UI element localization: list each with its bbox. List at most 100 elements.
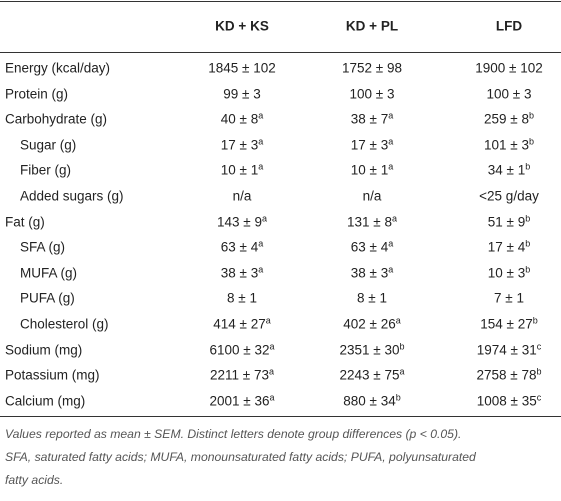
cell-value: 38 ± 3	[220, 265, 259, 281]
cell-value: 880 ± 34	[343, 393, 396, 409]
superscript: a	[388, 161, 394, 172]
row-label: Sodium (mg)	[5, 342, 83, 358]
superscript: a	[395, 315, 401, 326]
cell: 402 ± 26a	[343, 315, 401, 332]
cell: 17 ± 4b	[487, 238, 531, 255]
cell: 101 ± 3b	[484, 136, 534, 153]
cell: <25 g/day	[479, 188, 539, 204]
cell-value: 38 ± 7	[350, 111, 389, 127]
superscript: c	[536, 392, 542, 403]
row-label: PUFA (g)	[20, 290, 75, 306]
cell-value: 1974 ± 31	[476, 342, 537, 358]
cell: 38 ± 3a	[220, 264, 264, 281]
superscript: c	[536, 341, 542, 352]
row-label: Energy (kcal/day)	[5, 60, 111, 76]
cell-value: 2351 ± 30	[339, 342, 400, 358]
cell-value: 51 ± 9	[487, 214, 526, 230]
cell: 17 ± 3a	[220, 136, 264, 153]
cell: 8 ± 1	[227, 290, 257, 306]
cell: 10 ± 3b	[488, 264, 531, 281]
superscript: a	[258, 110, 264, 121]
cell-value: 1008 ± 35	[476, 393, 537, 409]
cell-value: 259 ± 8	[484, 111, 529, 127]
superscript: a	[391, 213, 397, 224]
superscript: b	[399, 341, 405, 352]
cell-value: 17 ± 3	[220, 137, 259, 153]
superscript: b	[525, 238, 531, 249]
column-header: KD + PL	[345, 18, 399, 34]
cell-value: 6100 ± 32	[209, 342, 270, 358]
superscript: a	[261, 213, 267, 224]
cell: 10 ± 1a	[350, 161, 394, 178]
superscript: a	[268, 366, 274, 377]
cell: 7 ± 1	[494, 290, 524, 306]
superscript: a	[258, 136, 264, 147]
superscript: a	[258, 161, 264, 172]
superscript: b	[528, 136, 534, 147]
row-label: Sugar (g)	[20, 137, 77, 153]
superscript: a	[399, 366, 405, 377]
footnote: Values reported as mean ± SEM. Distinct …	[5, 427, 462, 441]
cell: 99 ± 3	[223, 86, 261, 102]
superscript: b	[525, 161, 531, 172]
superscript: b	[525, 264, 531, 275]
top-rule	[0, 1, 561, 2]
superscript: a	[388, 136, 394, 147]
superscript: b	[528, 110, 534, 121]
cell-value: 101 ± 3	[484, 137, 529, 153]
superscript: b	[536, 366, 542, 377]
superscript: b	[395, 392, 401, 403]
cell: 880 ± 34b	[343, 392, 401, 409]
cell: 259 ± 8b	[484, 110, 534, 127]
cell: n/a	[232, 188, 252, 204]
column-header: KD + KS	[215, 18, 269, 34]
row-label: Calcium (mg)	[5, 393, 86, 409]
cell-value: 40 ± 8	[220, 111, 259, 127]
superscript: a	[269, 341, 275, 352]
cell: 1752 ± 98	[342, 60, 402, 76]
cell: 100 ± 3	[349, 86, 395, 102]
cell: 38 ± 7a	[350, 110, 394, 127]
cell: 6100 ± 32a	[209, 341, 275, 358]
cell: 131 ± 8a	[347, 213, 397, 230]
cell-value: 63 ± 4	[220, 239, 259, 255]
cell: 1008 ± 35c	[476, 392, 542, 409]
cell: 2001 ± 36a	[209, 393, 275, 409]
footnote: fatty acids.	[5, 473, 64, 487]
superscript: a	[388, 110, 394, 121]
superscript: a	[265, 315, 271, 326]
cell-value: 154 ± 27	[480, 316, 533, 332]
bottom-rule	[0, 416, 561, 417]
cell-value: 131 ± 8	[347, 214, 392, 230]
cell-value: 10 ± 1	[350, 162, 389, 178]
row-label: SFA (g)	[20, 239, 66, 255]
cell-value: 2758 ± 78	[476, 367, 537, 383]
row-label: MUFA (g)	[20, 265, 78, 281]
cell-value: 2001 ± 36	[209, 393, 270, 409]
cell-value: 34 ± 1	[487, 162, 526, 178]
cell: 38 ± 3a	[351, 264, 394, 281]
superscript: a	[258, 238, 264, 249]
cell: n/a	[362, 188, 382, 204]
cell-value: 63 ± 4	[350, 239, 389, 255]
cell-value: 414 ± 27	[213, 316, 266, 332]
cell-value: 143 ± 9	[217, 214, 262, 230]
cell-value: 17 ± 4	[487, 239, 526, 255]
cell: 1974 ± 31c	[476, 341, 542, 358]
row-label: Cholesterol (g)	[20, 316, 109, 332]
cell: 63 ± 4a	[220, 238, 264, 255]
cell-value: 2243 ± 75	[339, 367, 400, 383]
superscript: a	[388, 264, 394, 275]
row-label: Fiber (g)	[20, 162, 72, 178]
cell: 2243 ± 75a	[339, 366, 405, 383]
cell: 10 ± 1a	[220, 161, 264, 178]
cell: 40 ± 8a	[220, 110, 264, 127]
row-label: Potassium (mg)	[5, 367, 100, 383]
superscript: a	[258, 264, 264, 275]
cell: 17 ± 3a	[351, 136, 394, 153]
cell: 143 ± 9a	[217, 213, 267, 230]
cell-value: 10 ± 1	[220, 162, 259, 178]
cell: 2758 ± 78b	[476, 366, 542, 383]
cell: 2351 ± 30b	[339, 341, 405, 358]
